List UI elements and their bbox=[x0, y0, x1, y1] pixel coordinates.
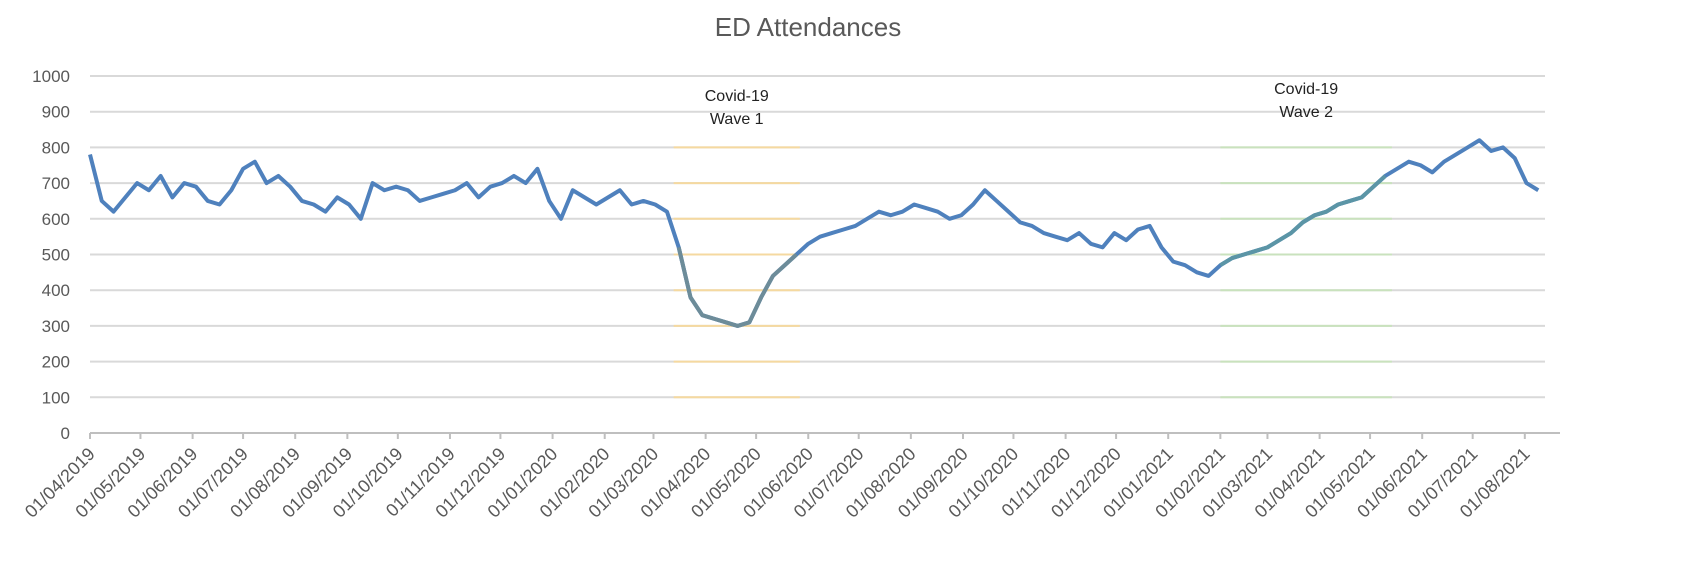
y-tick-label: 600 bbox=[42, 210, 70, 229]
y-tick-label: 100 bbox=[42, 388, 70, 407]
y-tick-label: 700 bbox=[42, 174, 70, 193]
y-tick-label: 800 bbox=[42, 138, 70, 157]
wave-line bbox=[676, 246, 798, 328]
series-line bbox=[88, 138, 1540, 328]
annotation: Covid-19 bbox=[1274, 81, 1338, 98]
annotation: Wave 2 bbox=[1279, 104, 1333, 121]
y-tick-label: 400 bbox=[42, 281, 70, 300]
annotation: Wave 1 bbox=[710, 111, 764, 128]
y-tick-label: 900 bbox=[42, 103, 70, 122]
y-tick-label: 0 bbox=[61, 424, 70, 443]
y-tick-label: 300 bbox=[42, 317, 70, 336]
y-tick-label: 500 bbox=[42, 246, 70, 265]
wave-line bbox=[1219, 174, 1387, 267]
annotation: Covid-19 bbox=[705, 88, 769, 105]
y-tick-label: 200 bbox=[42, 353, 70, 372]
y-tick-label: 1000 bbox=[32, 67, 70, 86]
chart-title: ED Attendances bbox=[715, 12, 901, 42]
